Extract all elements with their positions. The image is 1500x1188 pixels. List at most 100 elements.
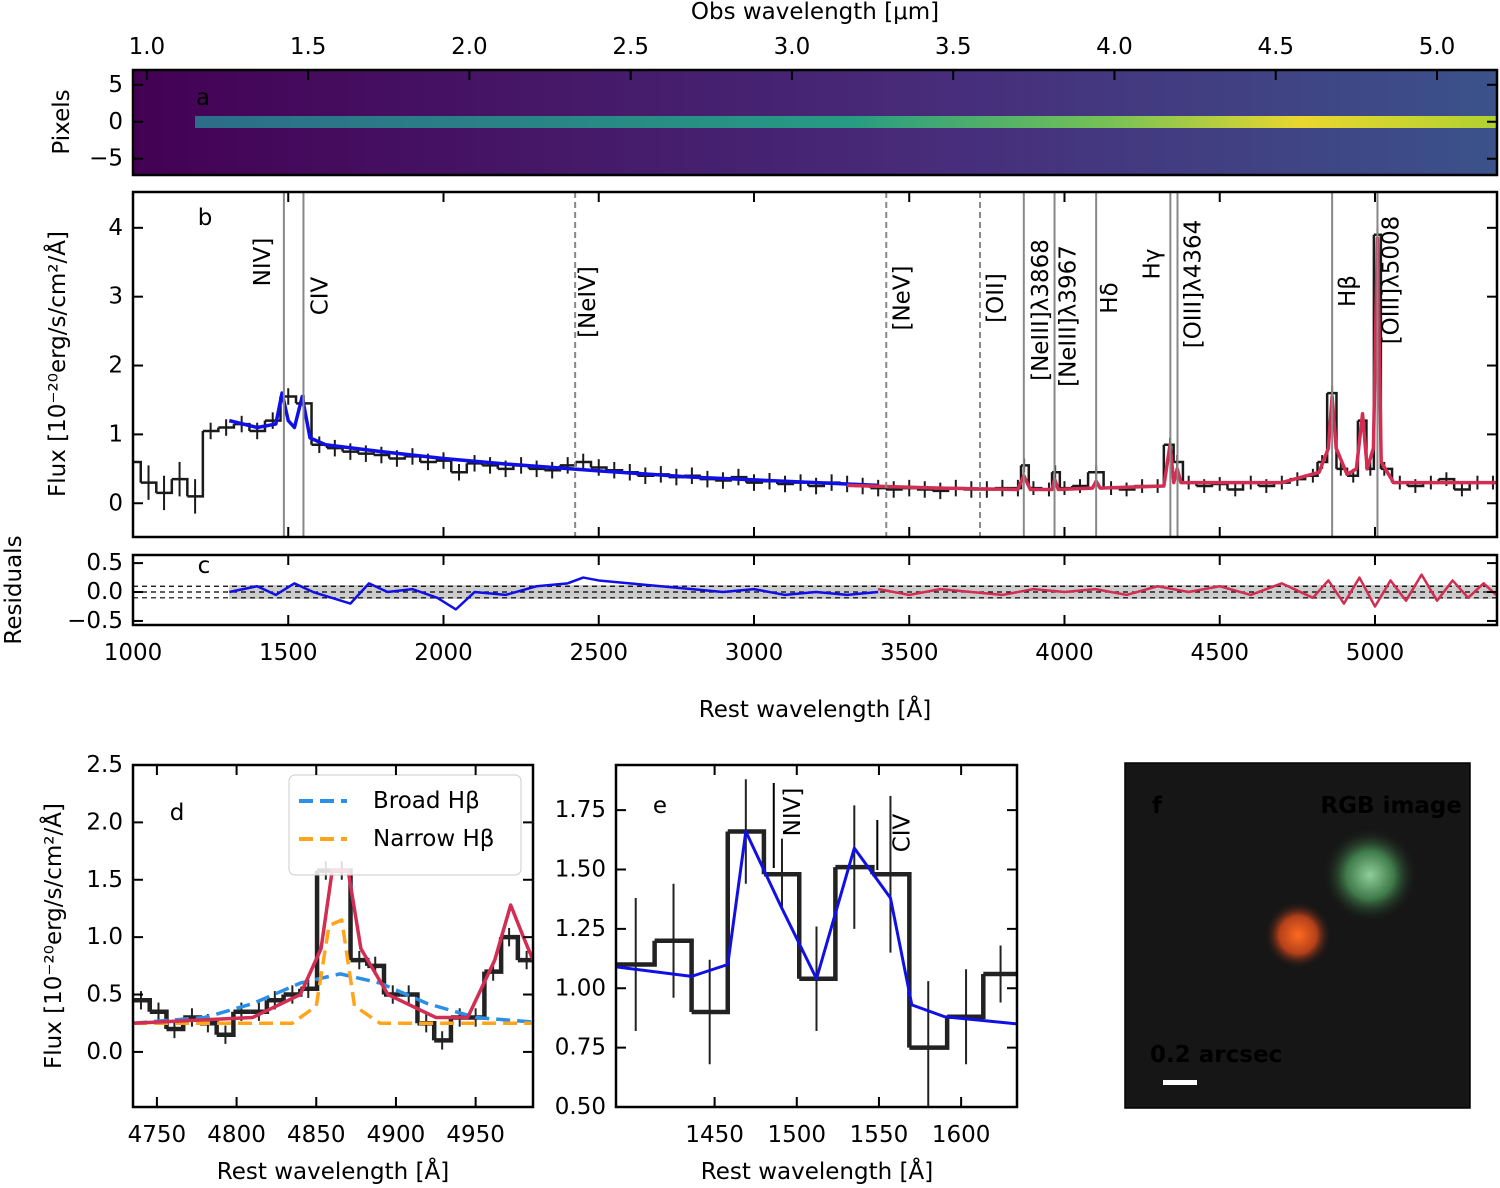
x2-tick-label: 2.0 [451,34,488,60]
x-tick-label: 5000 [1346,640,1405,666]
axes-frame [131,763,535,1109]
x-tick-label: 4900 [367,1122,426,1148]
y-tick-label: 2.5 [86,752,123,778]
component-line [133,972,533,1025]
panel-letter: a [196,85,210,111]
x2-tick-label: 4.5 [1257,34,1294,60]
model-line [847,236,1497,492]
spectrum-step [501,934,521,961]
emission-line-label: [NeIII]λ3868 [1028,239,1054,381]
y-tick-label: 1 [108,421,123,447]
galaxy-green [1322,827,1418,923]
spectrum-step [727,829,767,875]
emission-line-label: [OIII]λ5008 [1378,216,1404,345]
y-tick-label: 0.0 [86,1039,123,1065]
spectrum-step [280,395,298,404]
y-tick-label: 0.5 [86,550,123,576]
emission-line-label: NIV] [780,788,806,837]
x-tick-label: 3000 [725,640,784,666]
spectrum-step [1041,472,1054,491]
panel-letter: b [198,205,213,231]
emission-line-label: [NeV] [889,265,915,330]
y-tick-label: 4 [108,215,123,241]
spectrum-step [909,1016,950,1050]
spectrum-step [575,460,593,468]
axes-frame [614,763,1019,1109]
x2-tick-label: 3.5 [935,34,972,60]
x-tick-label: 2000 [414,640,473,666]
x-tick-label: 4800 [207,1122,266,1148]
spectrum-step [333,868,353,961]
x2-tick-label: 5.0 [1419,34,1456,60]
x-tick-label: 4750 [128,1122,187,1148]
spectrum-step [1163,443,1175,462]
plot-area [133,861,533,1050]
plot-area [133,227,1497,514]
y-tick-label: 1.50 [555,857,606,883]
spectrum-step [1227,482,1245,491]
y-axis-title: Flux [10⁻²⁰erg/s/cm²/Å] [43,231,71,497]
x-axis-title: Rest wavelength [Å] [701,1157,933,1185]
spectrum-step [171,477,189,497]
x-tick-label: 4950 [446,1122,505,1148]
model-line [228,391,879,488]
panel-letter: c [198,553,211,579]
y-tick-label: 2 [108,353,123,379]
spectrum-step [1454,482,1471,491]
x-tick-label: 4850 [287,1122,346,1148]
spectrum-step [528,467,546,471]
y-tick-label: 3 [108,284,123,310]
model-line [133,868,533,1025]
y-tick-label: 2.0 [86,809,123,835]
axes-frame [131,553,1499,627]
x-tick-label: 3500 [880,640,939,666]
x-tick-label: 2500 [569,640,628,666]
y-axis-title: Flux [10⁻²⁰erg/s/cm²/Å] [39,803,67,1069]
y-axis-title: Pixels [49,89,75,154]
x-axis-title: Rest wavelength [Å] [217,1157,449,1185]
spectrum-step [133,460,143,483]
x-tick-label: 1550 [850,1122,909,1148]
x2-axis-title: Obs wavelength [μm] [691,0,939,25]
legend-label: Broad Hβ [373,788,480,814]
spectrum-step [342,450,360,454]
y-tick-label: 0 [108,109,123,135]
y-tick-label: 0.5 [86,982,123,1008]
spectrum-step [434,1017,454,1043]
spectrum-step [156,479,174,495]
emission-line-label: Hδ [1097,282,1123,313]
spectrum-step [300,870,320,992]
emission-line-label: CIV [889,813,915,852]
emission-line-label: CIV [307,276,333,315]
component-line [133,918,533,1025]
emission-line-label: [OII] [983,273,1009,323]
spectrum-step [654,938,694,1012]
x-tick-label: 1500 [768,1122,827,1148]
axes-frame [131,190,1499,539]
spectrum-step [482,464,500,469]
panel-letter: f [1152,793,1163,819]
plot-area [133,573,1497,611]
galaxy-red [1264,901,1332,969]
residual-line [228,576,879,611]
scale-bar [1163,1080,1197,1085]
image-frame [1124,762,1471,1109]
y-tick-label: 0.50 [555,1094,606,1120]
x-tick-label: 4500 [1190,640,1249,666]
image-title: RGB image [1320,793,1462,819]
y-tick-label: 1.25 [555,916,606,942]
emission-line-label: [NeIII]λ3967 [1056,245,1082,387]
x-tick-label: 4000 [1035,640,1094,666]
residual-line [877,573,1497,608]
y-tick-label: 0 [108,490,123,516]
y-tick-label: 0.75 [555,1035,606,1061]
spectrum-step [249,420,267,433]
y-axis-title: Residuals [1,535,27,644]
spectrum-step [187,430,205,498]
spectrum-step [1347,420,1360,477]
x-tick-label: 1500 [259,640,318,666]
spectrum-step [1317,393,1329,464]
y-tick-label: 1.0 [86,924,123,950]
x-tick-label: 1450 [685,1122,744,1148]
spectrum-trace [195,116,1497,128]
